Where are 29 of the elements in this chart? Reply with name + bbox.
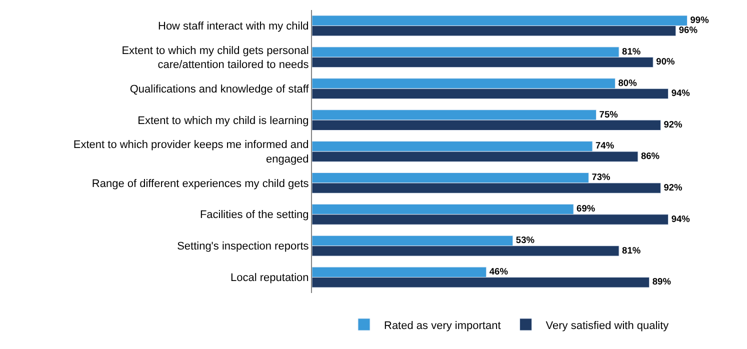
y-tick-label: Facilities of the setting (200, 209, 309, 222)
y-tick-label: How staff interact with my child (158, 20, 309, 33)
data-label: 46% (489, 266, 508, 276)
data-label: 92% (664, 119, 682, 130)
data-label: 94% (671, 214, 690, 224)
data-label: 99% (690, 14, 709, 25)
legend-label: Rated as very important (384, 320, 501, 332)
y-tick-label: Range of different experiences my child gets (92, 178, 310, 190)
data-label: 89% (652, 276, 671, 287)
data-label: 74% (596, 140, 614, 151)
data-label: 75% (599, 109, 618, 120)
y-tick-label: Qualifications and knowledge of staff (130, 83, 310, 96)
data-label: 92% (664, 182, 682, 192)
data-label: 86% (640, 150, 660, 161)
data-label: 80% (618, 78, 637, 88)
y-tick-label: Extent to which my child gets personal care/attention tailored to needs (122, 44, 310, 72)
data-label: 81% (622, 245, 641, 256)
data-label: 94% (671, 88, 690, 98)
data-label: 69% (576, 204, 596, 214)
y-tick-label: Setting's inspection reports (177, 240, 310, 253)
data-label: 90% (656, 56, 675, 67)
y-tick-label: Extent to which provider keeps me informed and engaged (73, 139, 309, 166)
data-label: 81% (622, 46, 641, 56)
legend-label: Very satisfied with quality (546, 320, 670, 332)
y-tick-label: Extent to which my child is learning (138, 114, 309, 127)
data-label: 73% (592, 172, 610, 182)
data-label: 96% (678, 25, 698, 36)
data-label: 53% (516, 235, 534, 246)
y-tick-label: Local reputation (230, 272, 309, 284)
